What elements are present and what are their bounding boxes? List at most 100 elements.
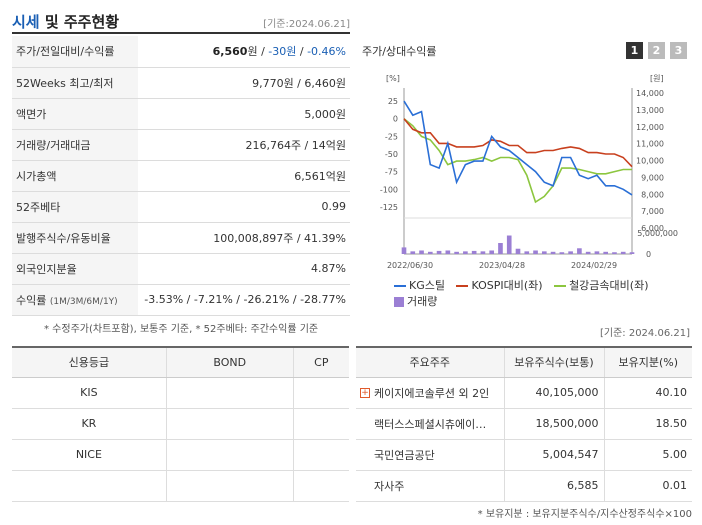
- volume-bar: [445, 250, 451, 254]
- right-tick-label: 14,000: [636, 89, 664, 98]
- table-header: 주요주주 보유주식수(보통) 보유지분(%): [356, 346, 692, 378]
- info-value: 4.87%: [138, 253, 350, 285]
- left-tick-label: -50: [385, 150, 398, 159]
- expand-plus-icon[interactable]: +: [360, 387, 370, 398]
- volume-bar: [629, 252, 635, 254]
- legend-item: KG스틸: [394, 278, 445, 294]
- price-change: -30원: [268, 45, 297, 59]
- footnote: * 수정주가(차트포함), 보통주 기준, * 52주베타: 주간수익률 기준: [44, 324, 319, 335]
- major-shareholders-table: 주요주주 보유주식수(보통) 보유지분(%) + 케이지에코솔루션 외 2인 40…: [356, 346, 692, 502]
- info-value: 6,560원 / -30원 / -0.46%: [138, 36, 350, 68]
- chart-button-1[interactable]: 1: [626, 42, 643, 59]
- right-tick-label: 9,000: [641, 173, 664, 182]
- info-key: 발행주식수/유동비율: [12, 222, 138, 254]
- volume-bar: [568, 251, 573, 254]
- info-key: 주가/전일대비/수익률: [12, 36, 138, 68]
- info-row: 거래량/거래대금 216,764주 / 14억원: [12, 129, 350, 161]
- table-row: + 케이지에코솔루션 외 2인 40,105,000 40.10: [356, 377, 692, 409]
- right-tick-label: 12,000: [636, 123, 664, 132]
- info-key: 거래량/거래대금: [12, 129, 138, 161]
- volume-tick-label: 5,000,000: [637, 229, 678, 238]
- info-row: 52주베타 0.99: [12, 191, 350, 223]
- info-key: 52Weeks 최고/최저: [12, 67, 138, 99]
- volume-zero-label: 0: [646, 250, 651, 259]
- price-chart: [%] [원] 25 0 -25 -50 -75 -100 -125 14,000 13,000 12…: [356, 36, 691, 316]
- left-tick-label: 0: [393, 115, 398, 124]
- legend-item: 철강금속대비(좌): [554, 278, 649, 294]
- info-value: 5,000원: [138, 98, 350, 130]
- right-tick-label: 6,000: [641, 224, 664, 233]
- table-row: 랙터스스페셜시츄에이… 18,500,000 18.50: [356, 408, 692, 440]
- volume-bar: [603, 251, 609, 254]
- holder-pct: 40.10: [603, 377, 692, 409]
- right-tick-label: 13,000: [636, 106, 664, 115]
- info-row: 수익률 (1M/3M/6M/1Y) -3.53% / -7.21% / -26.2…: [12, 284, 350, 316]
- holder-pct: 5.00: [603, 439, 692, 471]
- info-value: 100,008,897주 / 41.39%: [138, 222, 350, 254]
- volume-bar: [454, 251, 459, 254]
- chart-button-3[interactable]: 3: [670, 42, 687, 59]
- chart-title: 주가/상대수익률: [362, 45, 437, 58]
- left-tick-label: -125: [380, 203, 398, 212]
- info-key: 외국인지분율: [12, 253, 138, 285]
- x-tick-label: 2023/04/28: [479, 261, 525, 270]
- volume-bar: [533, 250, 538, 254]
- info-row: 발행주식수/유동비율 100,008,897주 / 41.39%: [12, 222, 350, 254]
- current-price: 6,560: [212, 45, 248, 59]
- volume-bar: [471, 250, 477, 254]
- holder-pct: 0.01: [603, 470, 692, 502]
- holder-shares: 18,500,000: [503, 408, 604, 440]
- left-tick-label: -100: [380, 185, 398, 194]
- info-value: -3.53% / -7.21% / -26.21% / -28.77%: [138, 284, 350, 316]
- volume-bar: [524, 251, 530, 254]
- legend-item: 거래량: [394, 294, 437, 310]
- steel-relative-line: [403, 118, 632, 204]
- info-value: 9,770원 / 6,460원: [138, 67, 350, 99]
- volume-bar: [594, 251, 600, 254]
- info-value: 6,561억원: [138, 160, 350, 192]
- volume-bar: [620, 251, 626, 254]
- table-row: 국민연금공단 5,004,547 5.00: [356, 439, 692, 471]
- volume-bar: [401, 247, 407, 254]
- stock-line: [403, 100, 633, 196]
- table-row: KIS: [12, 377, 349, 409]
- holder-name: 자사주: [356, 470, 504, 502]
- section-title: 시세 및 주주현황: [12, 13, 120, 31]
- info-row: 시가총액 6,561억원: [12, 160, 350, 192]
- right-tick-label: 11,000: [636, 140, 664, 149]
- right-axis-unit: [원]: [650, 74, 664, 83]
- volume-bar: [550, 251, 556, 254]
- chart-period-buttons: 1 2 3: [626, 42, 687, 59]
- table-row: 자사주 6,585 0.01: [356, 470, 692, 502]
- section-header: 시세 및 주주현황 [기준:2024.06.21]: [12, 8, 350, 34]
- table-row: NICE: [12, 439, 349, 471]
- table-row: KR: [12, 408, 349, 440]
- volume-bar: [577, 248, 582, 254]
- credit-rating-table: 신용등급 BOND CP KIS KR NICE: [12, 346, 349, 502]
- volume-bar: [612, 252, 617, 254]
- base-date: [기준:2024.06.21]: [263, 19, 350, 30]
- column-header: 보유주식수(보통): [503, 346, 604, 378]
- info-row: 외국인지분율 4.87%: [12, 253, 350, 285]
- footnote-2: * 보유지분 : 보유지분주식수/지수산정주식수×100: [477, 509, 692, 520]
- column-header: 주요주주: [356, 346, 504, 378]
- price-change-rate: -0.46%: [307, 45, 346, 59]
- volume-bar: [480, 251, 486, 254]
- left-axis-unit: [%]: [386, 74, 400, 83]
- column-header: 보유지분(%): [603, 346, 692, 378]
- chart-button-2[interactable]: 2: [648, 42, 665, 59]
- info-row: 52Weeks 최고/최저 9,770원 / 6,460원: [12, 67, 350, 99]
- holder-pct: 18.50: [603, 408, 692, 440]
- volume-bar: [410, 251, 416, 254]
- info-key: 액면가: [12, 98, 138, 130]
- base-date-2: [기준: 2024.06.21]: [599, 328, 690, 339]
- table-row: [12, 470, 349, 502]
- x-tick-label: 2022/06/30: [387, 261, 433, 270]
- info-row: 주가/전일대비/수익률 6,560원 / -30원 / -0.46%: [12, 36, 350, 68]
- table-header: 신용등급 BOND CP: [12, 346, 349, 378]
- volume-bar: [585, 251, 591, 254]
- info-row: 액면가 5,000원: [12, 98, 350, 130]
- chart-svg: [%] [원] 25 0 -25 -50 -75 -100 -125 14,000 13,000 12…: [380, 74, 678, 270]
- holder-name: + 케이지에코솔루션 외 2인: [356, 377, 504, 409]
- column-header: CP: [292, 346, 349, 378]
